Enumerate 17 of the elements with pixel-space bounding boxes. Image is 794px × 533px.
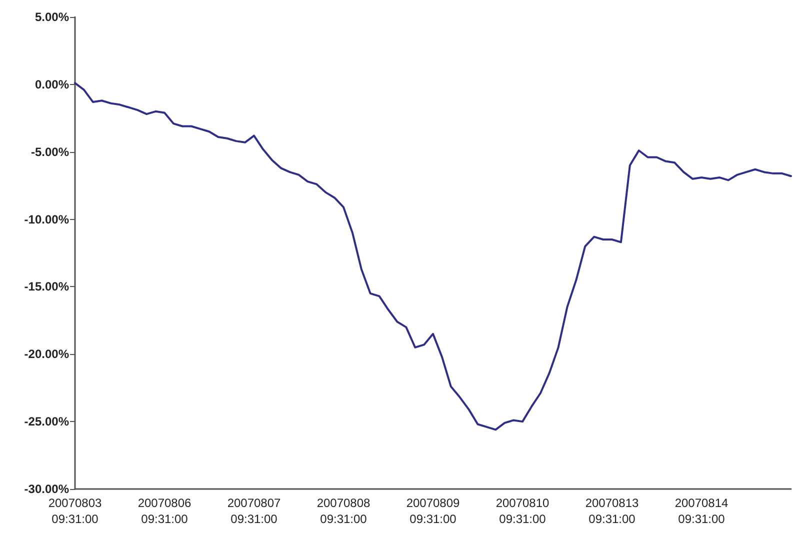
x-tick-label: 20070803 09:31:00 <box>48 496 102 526</box>
x-tick-label: 20070814 09:31:00 <box>674 496 729 526</box>
y-tick-label: -15.00% <box>24 280 70 294</box>
x-tick-label: 20070810 09:31:00 <box>496 496 550 526</box>
x-tick-label: 20070813 09:31:00 <box>585 496 640 526</box>
y-tick-label: -10.00% <box>24 212 70 226</box>
y-tick-label: 0.00% <box>34 77 70 92</box>
x-tick-label: 20070807 09:31:00 <box>227 496 282 526</box>
y-tick-label: -20.00% <box>24 347 70 362</box>
y-tick-label: -5.00% <box>30 144 70 159</box>
y-tick-label: -30.00% <box>24 482 70 496</box>
x-tick-label: 20070809 09:31:00 <box>406 496 460 526</box>
x-tick-label: 20070806 09:31:00 <box>138 496 192 526</box>
y-tick-label: 5.00% <box>34 10 70 24</box>
y-tick-label: -25.00% <box>24 414 70 429</box>
x-tick-label: 20070808 09:31:00 <box>316 496 371 526</box>
line-series <box>74 82 792 431</box>
